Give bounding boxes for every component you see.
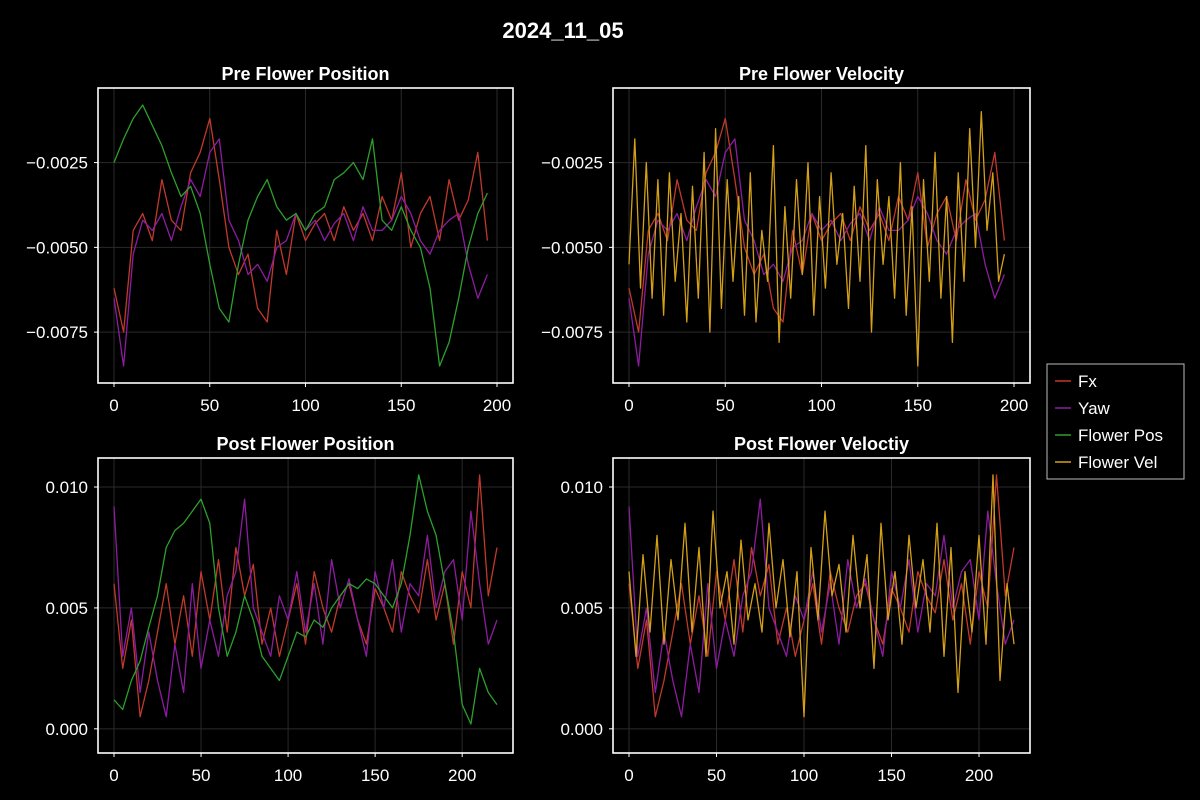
panels: Pre Flower Position 0 50 100 150 200 −0.0075 −0… [26,64,1031,785]
legend: Fx Yaw Flower Pos Flower Vel [1046,363,1185,480]
series-group [628,111,1006,367]
x-tick-label: 150 [387,396,415,415]
series-line-flower-vel [628,474,1015,718]
y-tick-label: −0.0025 [541,154,603,173]
x-tick-label: 0 [109,766,118,785]
panel-title: Pre Flower Velocity [739,64,904,84]
x-tick-label: 50 [200,396,219,415]
legend-label: Yaw [1078,399,1111,418]
series-line-flower-pos [113,104,488,367]
y-tick-label: 0.000 [45,720,88,739]
y-tick-label: −0.0075 [26,323,88,342]
y-tick-label: 0.005 [45,599,88,618]
legend-label: Flower Pos [1078,426,1163,445]
y-tick-label: −0.0075 [541,323,603,342]
series-line-yaw [628,138,1006,367]
series-line-flower-pos [113,474,498,725]
series-line-flower-vel [628,111,1006,367]
series-line-fx [113,474,498,718]
x-tick-label: 0 [109,396,118,415]
panel-3: Post Flower Position 0 50 100 150 200 0.000 0.0… [45,434,514,785]
x-tick-label: 200 [483,396,511,415]
axes-frame [612,457,1031,754]
x-tick-label: 0 [624,766,633,785]
figure-title: 2024_11_05 [502,18,623,43]
series-line-yaw [628,498,1015,718]
series-line-fx [628,474,1015,718]
x-tick-label: 0 [624,396,633,415]
y-tick-label: 0.010 [560,478,603,497]
x-tick-label: 200 [448,766,476,785]
series-group [628,474,1015,718]
series-group [113,104,489,367]
axes-frame [97,457,514,754]
x-tick-label: 200 [965,766,993,785]
series-line-yaw [113,498,498,718]
x-tick-label: 100 [274,766,302,785]
x-tick-label: 50 [192,766,211,785]
y-tick-label: −0.0025 [26,154,88,173]
y-tick-label: −0.0050 [26,238,88,257]
series-group [113,474,498,725]
panel-4: Post Flower Veloctiy 0 50 100 150 200 0.000 0.0… [560,434,1031,785]
y-tick-label: 0.010 [45,478,88,497]
x-tick-label: 100 [291,396,319,415]
x-tick-label: 50 [707,766,726,785]
x-tick-label: 150 [361,766,389,785]
y-tick-label: 0.005 [560,599,603,618]
x-tick-label: 150 [904,396,932,415]
panel-title: Post Flower Veloctiy [734,434,909,454]
panel-2: Pre Flower Velocity 0 50 100 150 200 −0.0075 −0… [541,64,1031,415]
x-tick-label: 100 [807,396,835,415]
legend-box [1046,363,1185,480]
legend-label: Fx [1078,372,1097,391]
x-tick-label: 100 [790,766,818,785]
y-tick-label: 0.000 [560,720,603,739]
x-tick-label: 50 [716,396,735,415]
panel-title: Pre Flower Position [221,64,389,84]
x-tick-label: 150 [877,766,905,785]
panel-title: Post Flower Position [216,434,394,454]
panel-1: Pre Flower Position 0 50 100 150 200 −0.0075 −0… [26,64,514,415]
x-tick-label: 200 [1000,396,1028,415]
legend-label: Flower Vel [1078,453,1157,472]
y-tick-label: −0.0050 [541,238,603,257]
